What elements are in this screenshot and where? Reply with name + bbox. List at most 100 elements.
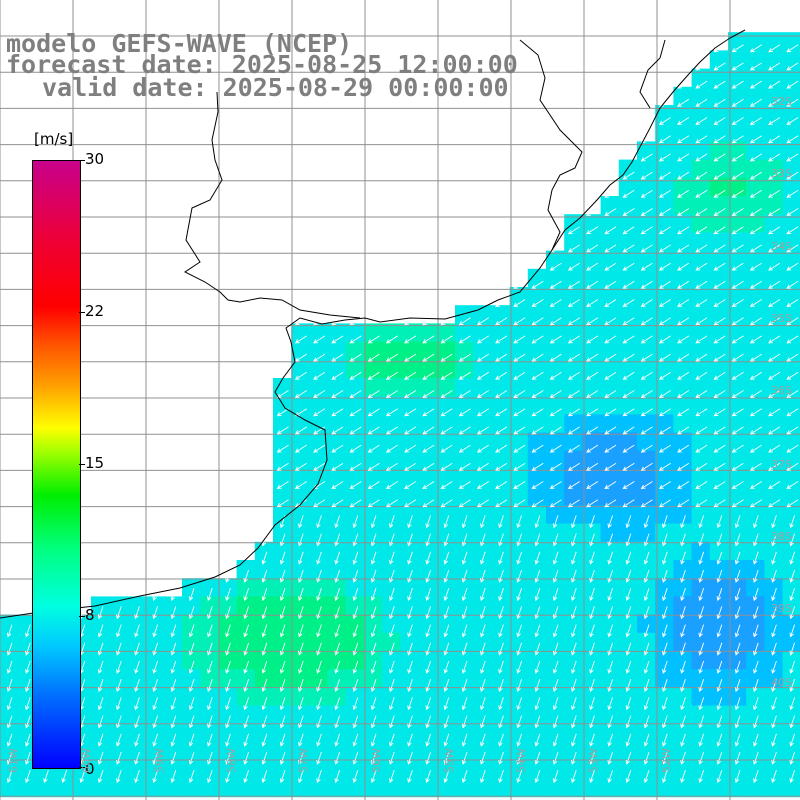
wind-speed-cell xyxy=(200,578,219,597)
wind-speed-cell xyxy=(527,505,547,525)
wind-speed-cell xyxy=(691,141,711,161)
wind-arrow xyxy=(768,62,781,71)
wind-arrow xyxy=(404,426,417,435)
wind-arrow xyxy=(480,569,486,583)
wind-speed-cell xyxy=(182,651,201,670)
wind-arrow xyxy=(407,679,413,693)
wind-arrow xyxy=(771,715,777,729)
wind-arrow xyxy=(753,624,759,638)
wind-speed-cell xyxy=(109,632,128,652)
wind-speed-cell xyxy=(400,341,420,361)
wind-arrow xyxy=(513,299,526,308)
wind-speed-cell xyxy=(218,596,238,616)
wind-speed-cell xyxy=(709,596,729,616)
wind-speed-cell xyxy=(327,651,347,670)
wind-arrow xyxy=(734,660,741,674)
wind-arrow xyxy=(6,770,13,784)
wind-arrow xyxy=(476,499,489,508)
wind-speed-cell xyxy=(527,268,547,288)
wind-speed-cell xyxy=(709,578,729,597)
wind-arrow xyxy=(677,244,690,253)
wind-speed-cell xyxy=(418,632,438,652)
wind-speed-cell xyxy=(418,341,438,361)
wind-speed-cell xyxy=(382,669,401,688)
wind-speed-cell xyxy=(637,469,656,488)
wind-speed-cell xyxy=(382,432,401,452)
wind-arrow xyxy=(352,551,359,565)
wind-speed-cell xyxy=(691,596,711,616)
wind-arrow xyxy=(640,244,653,253)
wind-arrow xyxy=(334,515,341,529)
wind-arrow xyxy=(771,751,777,765)
wind-speed-cell xyxy=(746,505,765,525)
wind-speed-cell xyxy=(291,723,310,743)
wind-arrow xyxy=(789,660,796,674)
wind-arrow xyxy=(607,515,614,529)
wind-speed-cell xyxy=(345,323,365,343)
wind-speed-cell xyxy=(436,614,456,634)
wind-arrow xyxy=(443,770,450,784)
wind-speed-cell xyxy=(509,432,529,452)
wind-speed-cell xyxy=(764,560,784,579)
wind-arrow xyxy=(677,189,690,198)
wind-arrow xyxy=(716,569,723,583)
wind-speed-cell xyxy=(418,560,438,579)
wind-arrow xyxy=(531,280,544,289)
lat-label: 40S xyxy=(771,676,792,689)
wind-speed-cell xyxy=(527,523,547,543)
wind-arrow xyxy=(316,660,322,674)
wind-speed-cell xyxy=(746,651,765,670)
wind-arrow xyxy=(749,98,762,107)
wind-speed-cell xyxy=(764,378,784,397)
wind-arrow xyxy=(658,262,671,271)
wind-arrow xyxy=(498,679,504,693)
wind-arrow xyxy=(298,733,304,747)
wind-arrow xyxy=(116,642,122,656)
wind-speed-cell xyxy=(709,123,729,142)
wind-speed-cell xyxy=(291,450,310,470)
wind-speed-cell xyxy=(509,723,529,743)
wind-speed-cell xyxy=(491,432,511,452)
wind-speed-cell xyxy=(582,541,602,561)
wind-speed-cell xyxy=(709,742,729,761)
wind-speed-cell xyxy=(364,687,383,707)
wind-speed-cell xyxy=(709,141,729,161)
wind-speed-cell xyxy=(182,614,201,634)
wind-speed-cell xyxy=(782,123,800,142)
wind-speed-cell xyxy=(382,687,401,707)
wind-arrow xyxy=(771,660,777,674)
wind-arrow xyxy=(349,462,362,471)
wind-arrow xyxy=(552,551,559,565)
wind-speed-cell xyxy=(327,669,347,688)
wind-arrow xyxy=(6,624,13,638)
wind-speed-cell xyxy=(618,578,638,597)
wind-arrow xyxy=(170,770,177,784)
wind-arrow xyxy=(731,444,744,453)
wind-speed-cell xyxy=(309,723,329,743)
wind-arrow xyxy=(680,551,686,565)
wind-arrow xyxy=(458,499,471,508)
wind-speed-cell xyxy=(345,341,365,361)
wind-arrow xyxy=(768,499,781,508)
wind-speed-cell xyxy=(236,723,256,743)
wind-speed-cell xyxy=(309,469,329,488)
wind-speed-cell xyxy=(527,669,547,688)
wind-arrow xyxy=(134,697,140,711)
wind-speed-cell xyxy=(582,760,602,779)
wind-arrow xyxy=(389,569,395,583)
wind-speed-cell xyxy=(491,469,511,488)
wind-speed-cell xyxy=(182,778,201,798)
wind-speed-cell xyxy=(455,632,474,652)
wind-speed-cell xyxy=(728,432,747,452)
wind-speed-cell xyxy=(473,450,492,470)
wind-speed-cell xyxy=(291,341,310,361)
wind-arrow xyxy=(97,715,104,729)
wind-speed-cell xyxy=(782,723,800,743)
wind-speed-cell xyxy=(782,196,800,215)
wind-arrow xyxy=(589,624,595,638)
wind-speed-cell xyxy=(582,305,602,324)
wind-arrow xyxy=(713,426,726,435)
wind-arrow xyxy=(749,262,762,271)
wind-arrow xyxy=(658,135,671,144)
wind-arrow xyxy=(480,660,486,674)
